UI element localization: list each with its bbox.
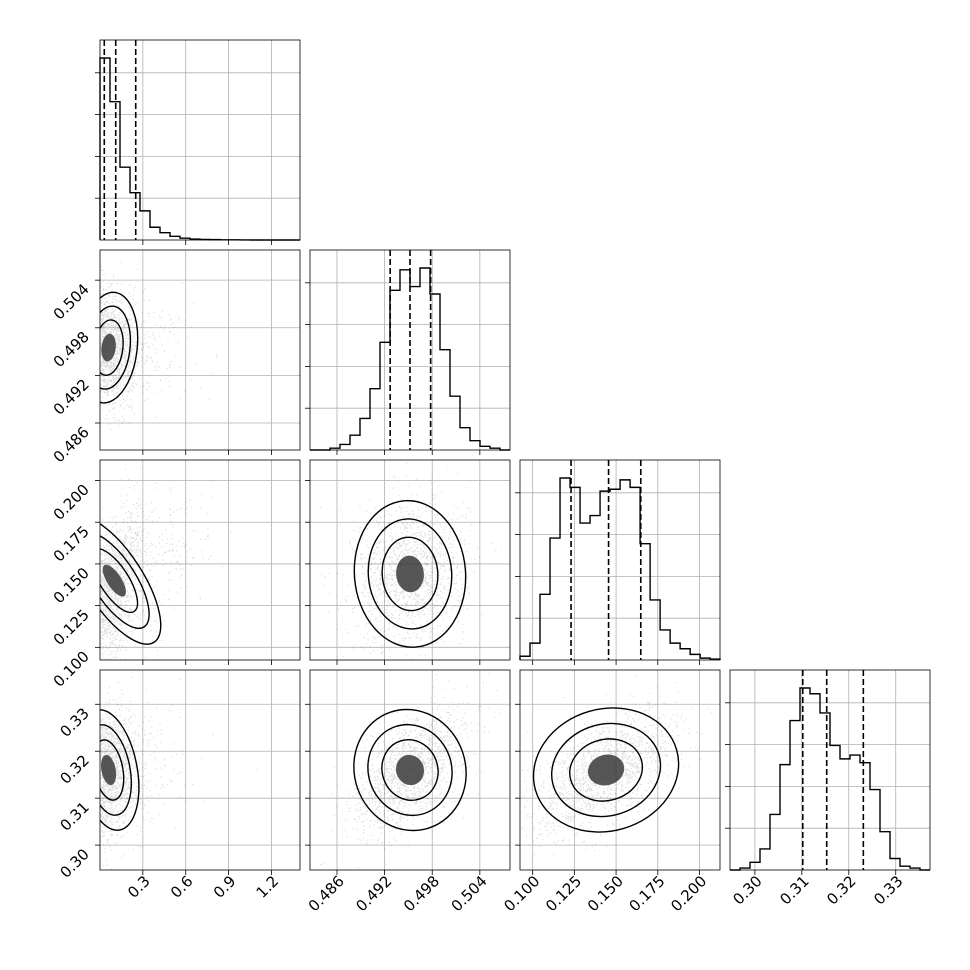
panel-1-0-contour-0 bbox=[100, 291, 139, 404]
panel-2-0-contour-1 bbox=[100, 532, 150, 629]
hist-3-steps bbox=[730, 687, 930, 871]
xtick-label-2-2: 0.150 bbox=[584, 872, 627, 915]
panel-1-0-contour-1 bbox=[100, 305, 132, 390]
xtick-label-0-2: 0.9 bbox=[210, 872, 240, 902]
hist-0-steps bbox=[99, 57, 300, 241]
panel-2-1-contour-0 bbox=[353, 499, 467, 648]
ytick-label-3-2: 0.32 bbox=[56, 751, 92, 787]
panel-3-0-scatter bbox=[100, 670, 258, 870]
panel-3-2-contour-0 bbox=[532, 707, 680, 833]
ytick-label-2-4: 0.200 bbox=[50, 481, 93, 524]
panel-2-0-scatter bbox=[100, 460, 232, 660]
xtick-label-0-1: 0.6 bbox=[167, 872, 197, 902]
xtick-label-1-0: 0.486 bbox=[305, 872, 348, 915]
panel-3-1-contour-1 bbox=[367, 723, 453, 817]
scatter-panel-2-0 bbox=[95, 459, 301, 665]
ytick-label-1-2: 0.498 bbox=[50, 328, 93, 371]
panel-3-2-contour-3 bbox=[587, 754, 625, 786]
panel-3-2-contour-1 bbox=[550, 722, 662, 818]
ytick-label-3-1: 0.31 bbox=[56, 798, 92, 834]
panel-3-0-contour-2 bbox=[100, 739, 125, 801]
scatter-panel-3-2 bbox=[515, 669, 721, 875]
scatter-panel-1-0 bbox=[95, 249, 301, 455]
xtick-label-3-3: 0.33 bbox=[870, 872, 906, 908]
panel-1-0-scatter bbox=[100, 261, 218, 431]
panel-1-0-frame bbox=[99, 249, 301, 451]
xtick-label-3-0: 0.30 bbox=[729, 872, 765, 908]
hist-3-frame bbox=[729, 669, 931, 871]
panel-3-0-contour-0 bbox=[100, 709, 140, 831]
hist-1-frame bbox=[309, 249, 511, 451]
panel-2-0-frame bbox=[99, 459, 301, 661]
panel-2-0-contour-0 bbox=[100, 516, 162, 645]
xtick-label-3-1: 0.31 bbox=[776, 872, 812, 908]
panel-1-0-contour-3 bbox=[101, 333, 116, 362]
ytick-label-2-0: 0.100 bbox=[50, 647, 93, 690]
xtick-label-3-2: 0.32 bbox=[823, 872, 859, 908]
scatter-panel-2-1 bbox=[305, 459, 511, 665]
xtick-label-2-0: 0.100 bbox=[500, 872, 543, 915]
hist-panel-3 bbox=[725, 669, 931, 875]
ytick-label-2-2: 0.150 bbox=[50, 564, 93, 607]
panel-3-0-frame bbox=[99, 669, 301, 871]
ytick-label-1-3: 0.504 bbox=[50, 280, 93, 323]
hist-panel-1 bbox=[305, 249, 511, 455]
panel-3-2-contour-2 bbox=[569, 738, 644, 802]
hist-2-frame bbox=[519, 459, 721, 661]
scatter-panel-3-0 bbox=[95, 669, 301, 875]
panel-3-1-contour-2 bbox=[381, 739, 439, 801]
xtick-label-0-0: 0.3 bbox=[124, 872, 154, 902]
xtick-label-2-4: 0.200 bbox=[667, 872, 710, 915]
panel-3-2-frame bbox=[519, 669, 721, 871]
scatter-panel-3-1 bbox=[305, 669, 511, 875]
panel-2-1-contour-3 bbox=[396, 555, 424, 593]
ytick-label-1-1: 0.492 bbox=[50, 375, 93, 418]
panel-3-0-contour-3 bbox=[101, 754, 117, 786]
panel-2-1-contour-1 bbox=[367, 518, 453, 630]
panel-3-1-frame bbox=[309, 669, 511, 871]
panel-2-0-contour-3 bbox=[102, 564, 126, 597]
ytick-label-2-1: 0.125 bbox=[50, 606, 93, 649]
panel-2-0-contour-2 bbox=[100, 548, 139, 614]
xtick-label-2-1: 0.125 bbox=[542, 872, 585, 915]
ytick-label-3-0: 0.30 bbox=[56, 845, 92, 881]
ytick-label-1-0: 0.486 bbox=[50, 423, 93, 466]
xtick-label-1-1: 0.492 bbox=[352, 872, 395, 915]
panel-3-1-contour-0 bbox=[353, 708, 467, 832]
panel-2-1-contour-2 bbox=[381, 536, 439, 612]
xtick-label-2-3: 0.175 bbox=[626, 872, 669, 915]
ytick-label-3-3: 0.33 bbox=[56, 704, 92, 740]
xtick-label-0-3: 1.2 bbox=[253, 872, 283, 902]
hist-panel-0 bbox=[95, 39, 301, 245]
ytick-label-2-3: 0.175 bbox=[50, 522, 93, 565]
xtick-label-1-2: 0.498 bbox=[400, 872, 443, 915]
hist-panel-2 bbox=[515, 459, 721, 665]
panel-3-1-contour-3 bbox=[395, 754, 425, 786]
hist-0-frame bbox=[99, 39, 301, 241]
panel-1-0-contour-2 bbox=[100, 319, 124, 376]
xtick-label-1-3: 0.504 bbox=[448, 872, 491, 915]
hist-2-steps bbox=[519, 477, 721, 660]
panel-2-1-frame bbox=[309, 459, 511, 661]
